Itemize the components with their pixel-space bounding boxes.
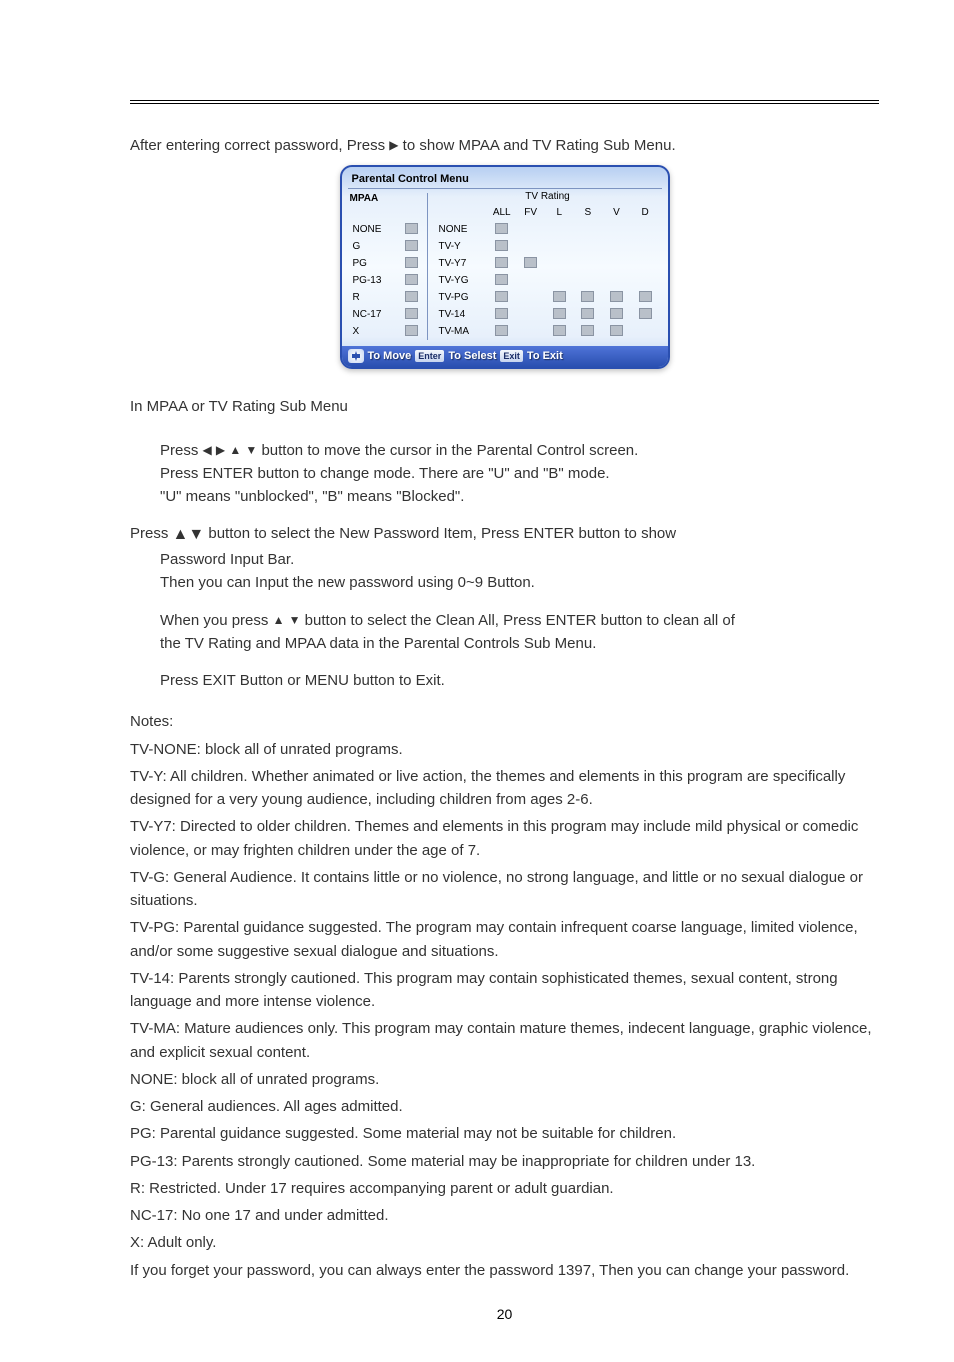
table-row: TV-PG — [436, 289, 660, 306]
note-line: TV-14: Parents strongly cautioned. This … — [130, 967, 879, 1014]
left-triangle-icon: ◀ — [203, 443, 212, 457]
intro-text: After entering correct password, Press ▶… — [130, 134, 879, 157]
footer-select: To Selest — [448, 350, 496, 362]
note-line: R: Restricted. Under 17 requires accompa… — [130, 1177, 879, 1200]
bullet-4: Press EXIT Button or MENU button to Exit… — [130, 669, 879, 692]
mpaa-header: MPAA — [350, 193, 421, 207]
bullet-3: When you press ▲ ▼ button to select the … — [130, 609, 879, 632]
down-triangle-icon: ▼ — [188, 526, 204, 543]
notes-header: Notes: — [130, 710, 879, 733]
tv-header: TV Rating — [436, 191, 660, 202]
table-row: NONE — [350, 221, 421, 238]
exit-key-icon: Exit — [500, 350, 523, 362]
note-line: TV-MA: Mature audiences only. This progr… — [130, 1017, 879, 1064]
note-line: TV-Y7: Directed to older children. Theme… — [130, 815, 879, 862]
table-row: PG-13 — [350, 272, 421, 289]
right-triangle-icon: ▶ — [216, 443, 225, 457]
right-triangle-icon: ▶ — [389, 138, 398, 152]
note-line: NC-17: No one 17 and under admitted. — [130, 1204, 879, 1227]
after-osd-text: In MPAA or TV Rating Sub Menu — [130, 395, 879, 418]
note-line: G: General audiences. All ages admitted. — [130, 1095, 879, 1118]
table-row: PG — [350, 255, 421, 272]
osd-screenshot: Parental Control Menu MPAA NONEGPGPG-13R… — [340, 165, 670, 369]
note-line: PG: Parental guidance suggested. Some ma… — [130, 1122, 879, 1145]
bullet-2b: Password Input Bar. — [130, 548, 879, 571]
note-line: If you forget your password, you can alw… — [130, 1259, 879, 1282]
up-triangle-icon: ▲ — [173, 526, 189, 543]
osd-footer: To Move Enter To Selest Exit To Exit — [342, 346, 668, 367]
table-row: NC-17 — [350, 306, 421, 323]
table-row: TV-14 — [436, 306, 660, 323]
table-row: TV-Y7 — [436, 255, 660, 272]
bullet-2c: Then you can Input the new password usin… — [130, 571, 879, 594]
table-row: TV-Y — [436, 238, 660, 255]
bullet-1: Press ◀ ▶ ▲ ▼ button to move the cursor … — [130, 439, 879, 462]
page-number: 20 — [130, 1306, 879, 1322]
down-triangle-icon: ▼ — [245, 443, 257, 457]
up-triangle-icon: ▲ — [229, 443, 241, 457]
table-row: NONE — [436, 221, 660, 238]
footer-exit: To Exit — [527, 350, 563, 362]
divider — [130, 100, 879, 104]
tv-table: ALLFVLSVD NONETV-YTV-Y7TV-YGTV-PGTV-14TV… — [436, 204, 660, 340]
footer-move: To Move — [368, 350, 412, 362]
table-row: TV-MA — [436, 323, 660, 340]
note-line: TV-NONE: block all of unrated programs. — [130, 738, 879, 761]
note-line: NONE: block all of unrated programs. — [130, 1068, 879, 1091]
mpaa-table: NONEGPGPG-13RNC-17X — [350, 221, 421, 340]
osd-title: Parental Control Menu — [348, 171, 662, 189]
table-row: X — [350, 323, 421, 340]
table-row: TV-YG — [436, 272, 660, 289]
dpad-icon — [348, 349, 364, 363]
note-line: TV-Y: All children. Whether animated or … — [130, 765, 879, 812]
bullet-3b: the TV Rating and MPAA data in the Paren… — [130, 632, 879, 655]
up-triangle-icon: ▲ — [273, 613, 285, 627]
note-line: TV-G: General Audience. It contains litt… — [130, 866, 879, 913]
note-line: TV-PG: Parental guidance suggested. The … — [130, 916, 879, 963]
enter-key-icon: Enter — [415, 350, 444, 362]
table-row: R — [350, 289, 421, 306]
down-triangle-icon: ▼ — [289, 613, 301, 627]
note-line: PG-13: Parents strongly cautioned. Some … — [130, 1150, 879, 1173]
table-row: G — [350, 238, 421, 255]
bullet-1b: Press ENTER button to change mode. There… — [130, 462, 879, 485]
bullet-1c: "U" means "unblocked", "B" means "Blocke… — [130, 485, 879, 508]
bullet-2: Press ▲▼ button to select the New Passwo… — [130, 522, 879, 548]
